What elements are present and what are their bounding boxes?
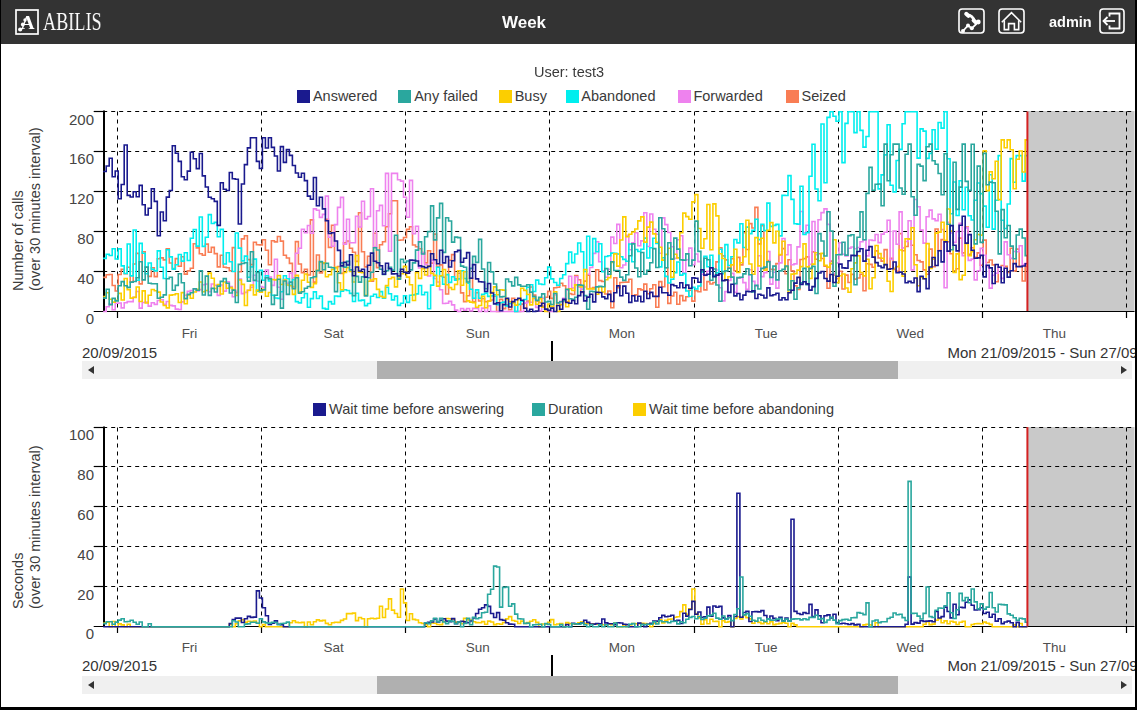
svg-text:A: A (21, 12, 35, 33)
